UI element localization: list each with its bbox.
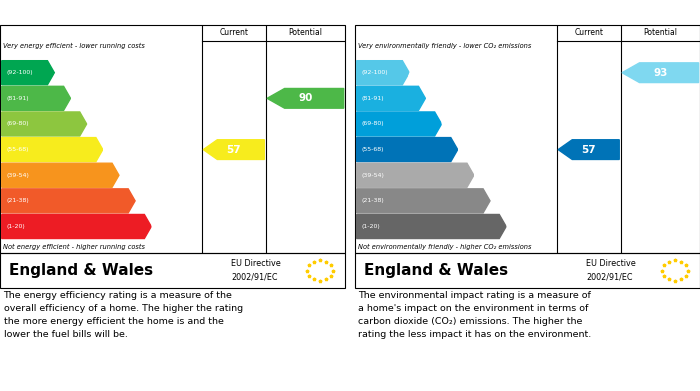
FancyArrow shape (558, 140, 620, 160)
FancyArrow shape (356, 86, 426, 110)
FancyArrow shape (267, 88, 344, 108)
FancyArrow shape (356, 189, 490, 213)
Text: (1-20): (1-20) (6, 224, 25, 229)
Text: C: C (441, 119, 449, 129)
Text: (69-80): (69-80) (6, 122, 29, 126)
Text: (81-91): (81-91) (6, 96, 29, 101)
Text: (81-91): (81-91) (361, 96, 384, 101)
Text: A: A (53, 68, 62, 78)
Text: (55-68): (55-68) (6, 147, 29, 152)
Text: EU Directive
2002/91/EC: EU Directive 2002/91/EC (231, 259, 281, 282)
Text: (21-38): (21-38) (361, 198, 384, 203)
Text: (39-54): (39-54) (361, 173, 384, 178)
Text: (21-38): (21-38) (6, 198, 29, 203)
Text: England & Wales: England & Wales (8, 263, 153, 278)
Text: (92-100): (92-100) (361, 70, 388, 75)
Text: B: B (70, 93, 78, 103)
Text: Potential: Potential (288, 28, 323, 37)
Text: D: D (102, 145, 111, 154)
Text: A: A (408, 68, 417, 78)
Text: Energy Efficiency Rating: Energy Efficiency Rating (7, 6, 190, 19)
Text: EU Directive
2002/91/EC: EU Directive 2002/91/EC (586, 259, 636, 282)
Text: The environmental impact rating is a measure of
a home's impact on the environme: The environmental impact rating is a mea… (358, 291, 592, 339)
Text: F: F (490, 196, 497, 206)
Text: 90: 90 (298, 93, 313, 103)
Text: E: E (118, 170, 126, 180)
FancyArrow shape (1, 189, 135, 213)
Text: 57: 57 (582, 145, 596, 154)
Text: Potential: Potential (643, 28, 678, 37)
Text: Not energy efficient - higher running costs: Not energy efficient - higher running co… (4, 244, 146, 249)
Text: (92-100): (92-100) (6, 70, 33, 75)
Text: D: D (456, 145, 466, 154)
FancyArrow shape (356, 215, 506, 239)
FancyArrow shape (1, 112, 87, 136)
Text: C: C (86, 119, 94, 129)
Text: Not environmentally friendly - higher CO₂ emissions: Not environmentally friendly - higher CO… (358, 244, 532, 249)
Text: Current: Current (574, 28, 603, 37)
Text: England & Wales: England & Wales (363, 263, 508, 278)
FancyArrow shape (356, 138, 458, 161)
Text: Very energy efficient - lower running costs: Very energy efficient - lower running co… (4, 43, 146, 49)
Text: (1-20): (1-20) (361, 224, 380, 229)
Text: The energy efficiency rating is a measure of the
overall efficiency of a home. T: The energy efficiency rating is a measur… (4, 291, 243, 339)
FancyArrow shape (203, 140, 265, 160)
Text: (39-54): (39-54) (6, 173, 29, 178)
Text: E: E (473, 170, 481, 180)
Text: B: B (425, 93, 433, 103)
FancyArrow shape (1, 163, 119, 187)
Text: Current: Current (219, 28, 248, 37)
FancyArrow shape (622, 63, 699, 83)
FancyArrow shape (1, 61, 55, 85)
Text: Very environmentally friendly - lower CO₂ emissions: Very environmentally friendly - lower CO… (358, 43, 532, 49)
FancyArrow shape (356, 61, 410, 85)
Text: F: F (135, 196, 142, 206)
FancyArrow shape (1, 215, 151, 239)
FancyArrow shape (1, 138, 103, 161)
Text: G: G (150, 222, 160, 231)
Text: Environmental Impact (CO₂) Rating: Environmental Impact (CO₂) Rating (362, 6, 623, 19)
FancyArrow shape (356, 112, 442, 136)
Text: 93: 93 (653, 68, 668, 78)
Text: G: G (505, 222, 514, 231)
Text: (69-80): (69-80) (361, 122, 384, 126)
FancyArrow shape (1, 86, 71, 110)
Text: (55-68): (55-68) (361, 147, 384, 152)
FancyArrow shape (356, 163, 474, 187)
Text: 57: 57 (227, 145, 241, 154)
